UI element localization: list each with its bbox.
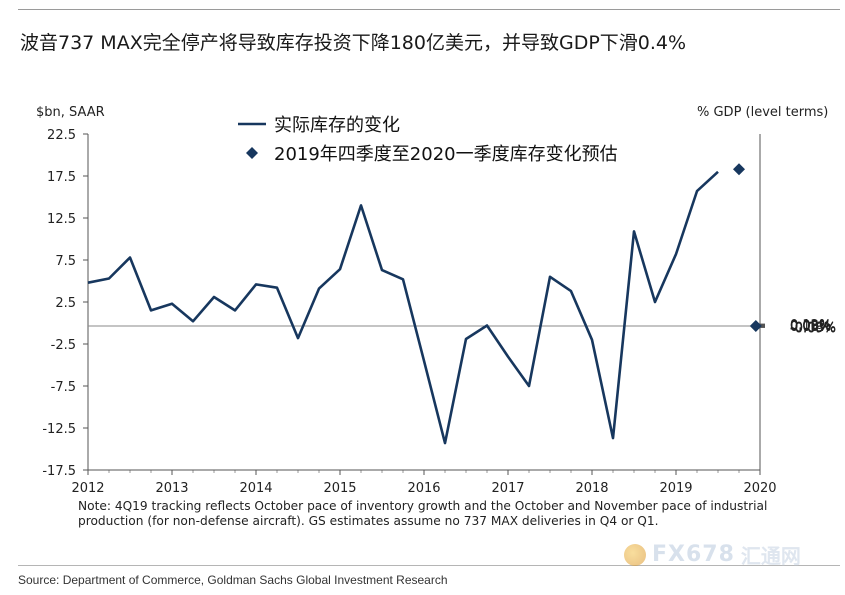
right-tick-label: 0.03% <box>790 320 831 335</box>
diamond-marker <box>749 320 762 332</box>
left-tick-label: -17.5 <box>42 464 76 479</box>
chart-legend: 实际库存的变化 2019年四季度至2020一季度库存变化预估 <box>238 115 618 165</box>
left-tick-label: 7.5 <box>55 254 76 269</box>
fx678-logo-icon <box>624 543 646 566</box>
right-tick-label: 0.06% <box>790 319 831 334</box>
x-tick-label: 2016 <box>407 481 440 496</box>
x-tick-label: 2013 <box>155 481 188 496</box>
left-axis-unit-label: $bn, SAAR <box>36 105 105 120</box>
x-tick-label: 2018 <box>575 481 608 496</box>
right-axis-unit-label: % GDP (level terms) <box>697 105 829 120</box>
right-tick-label: -0.09% <box>790 321 836 336</box>
right-tick-label: -0.06% <box>790 321 836 336</box>
x-tick-label: 2014 <box>239 481 272 496</box>
x-tick-label: 2019 <box>659 481 692 496</box>
right-tick-label: 0.00% <box>790 320 831 335</box>
source-line: Source: Department of Commerce, Goldman … <box>18 573 448 587</box>
right-tick-label: 0.12% <box>790 318 831 333</box>
series-layer <box>87 163 762 445</box>
left-tick-label: -2.5 <box>51 338 76 353</box>
left-tick-label: 22.5 <box>47 128 76 143</box>
series-line-actual-inventory <box>87 170 719 445</box>
diamond-marker <box>733 163 745 176</box>
legend-diamond-swatch <box>246 147 258 159</box>
fx678-watermark: FX678 汇通网 <box>624 540 801 569</box>
watermark-cn: 汇通网 <box>740 544 801 568</box>
left-tick-label: 12.5 <box>47 212 76 227</box>
legend-label-actual: 实际库存的变化 <box>274 115 400 136</box>
top-rule <box>18 9 840 10</box>
x-tick-label: 2020 <box>743 481 776 496</box>
left-tick-label: 2.5 <box>55 296 76 311</box>
chart-headline: 波音737 MAX完全停产将导致库存投资下降180亿美元，并导致GDP下滑0.4… <box>20 32 687 54</box>
chart-axes: 22.5 17.5 12.5 7.5 2.5 -2.5 -7.5 -12.5 -17.5 0.12… <box>42 128 836 496</box>
bottom-rule <box>18 565 840 566</box>
x-tick-label: 2017 <box>491 481 524 496</box>
right-tick-label: -0.03% <box>790 320 836 335</box>
x-tick-label: 2012 <box>71 481 104 496</box>
left-tick-label: -12.5 <box>42 422 76 437</box>
legend-label-estimate: 2019年四季度至2020一季度库存变化预估 <box>274 144 618 165</box>
chart-note: Note: 4Q19 tracking reflects October pac… <box>78 499 768 528</box>
right-tick-label: 0.09% <box>790 319 831 334</box>
left-tick-label: 17.5 <box>47 170 76 185</box>
left-tick-label: -7.5 <box>51 380 76 395</box>
x-tick-label: 2015 <box>323 481 356 496</box>
watermark-brand: FX678 <box>652 542 735 567</box>
